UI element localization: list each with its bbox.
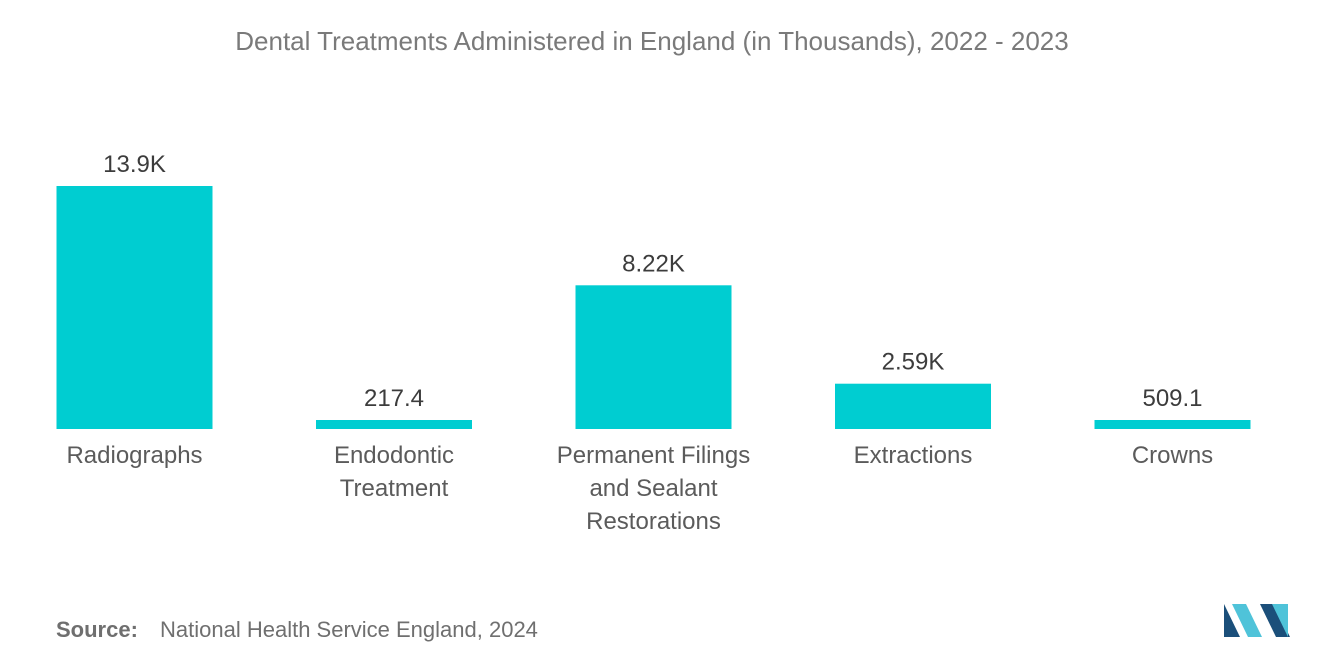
bar-4 <box>1094 420 1251 429</box>
chart-title: Dental Treatments Administered in Englan… <box>235 26 1068 56</box>
category-labels-group: Radiographs Endodontic Treatment Permanent … <box>66 442 1213 535</box>
value-label-1: 217.4 <box>364 385 424 412</box>
source-text: National Health Service England, 2024 <box>160 617 538 642</box>
category-label-4: Crowns <box>1132 442 1213 469</box>
category-label-1: Endodontic Treatment <box>334 442 454 502</box>
value-label-4: 509.1 <box>1142 385 1202 412</box>
value-label-0: 13.9K <box>103 151 166 178</box>
bars-group <box>56 186 1251 429</box>
category-label-0: Radiographs <box>66 442 202 469</box>
value-label-2: 8.22K <box>622 250 685 277</box>
category-label-3: Extractions <box>854 442 973 469</box>
bar-3 <box>835 383 991 429</box>
bar-0 <box>56 186 213 429</box>
bar-1 <box>316 420 472 429</box>
category-label-2: Permanent Filings and Sealant Restorations <box>557 442 750 535</box>
value-labels-group: 13.9K 217.4 8.22K 2.59K 509.1 <box>103 151 1202 412</box>
value-label-3: 2.59K <box>882 349 945 376</box>
source-label: Source: <box>56 617 138 642</box>
mordor-intelligence-logo-icon <box>1224 604 1290 637</box>
bar-2 <box>575 285 732 429</box>
